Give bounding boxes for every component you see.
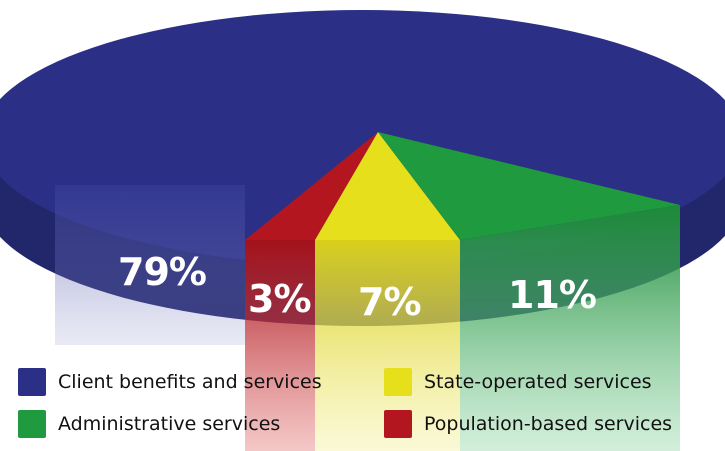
slice-face-state-operated-services	[315, 240, 460, 451]
legend: Client benefits and services State-opera…	[12, 362, 725, 451]
legend-item-3: Population-based services	[384, 407, 672, 441]
legend-swatch-1	[384, 368, 412, 396]
legend-item-0: Client benefits and services	[18, 365, 322, 399]
legend-swatch-0	[18, 368, 46, 396]
legend-label-1: State-operated services	[424, 371, 652, 393]
pct-label-population-based-services: 3%	[248, 277, 311, 321]
slice-state-operated-services	[315, 132, 460, 240]
legend-label-3: Population-based services	[424, 413, 673, 435]
slice-face-administrative-services	[460, 205, 680, 451]
legend-swatch-2	[18, 410, 46, 438]
pct-label-client-benefits-and-services: 79%	[118, 250, 206, 294]
legend-label-2: Administrative services	[58, 413, 281, 435]
slice-face-population-based-services	[245, 240, 315, 451]
slice-administrative-services	[378, 132, 680, 240]
legend-label-0: Client benefits and services	[58, 371, 322, 393]
legend-item-1: State-operated services	[384, 365, 652, 399]
pct-label-administrative-services: 11%	[508, 273, 596, 317]
legend-swatch-3	[384, 410, 412, 438]
slice-population-based-services	[245, 132, 378, 240]
legend-item-2: Administrative services	[18, 407, 280, 441]
slice-face-client-benefits	[55, 185, 245, 345]
pct-label-state-operated-services: 7%	[358, 280, 421, 324]
